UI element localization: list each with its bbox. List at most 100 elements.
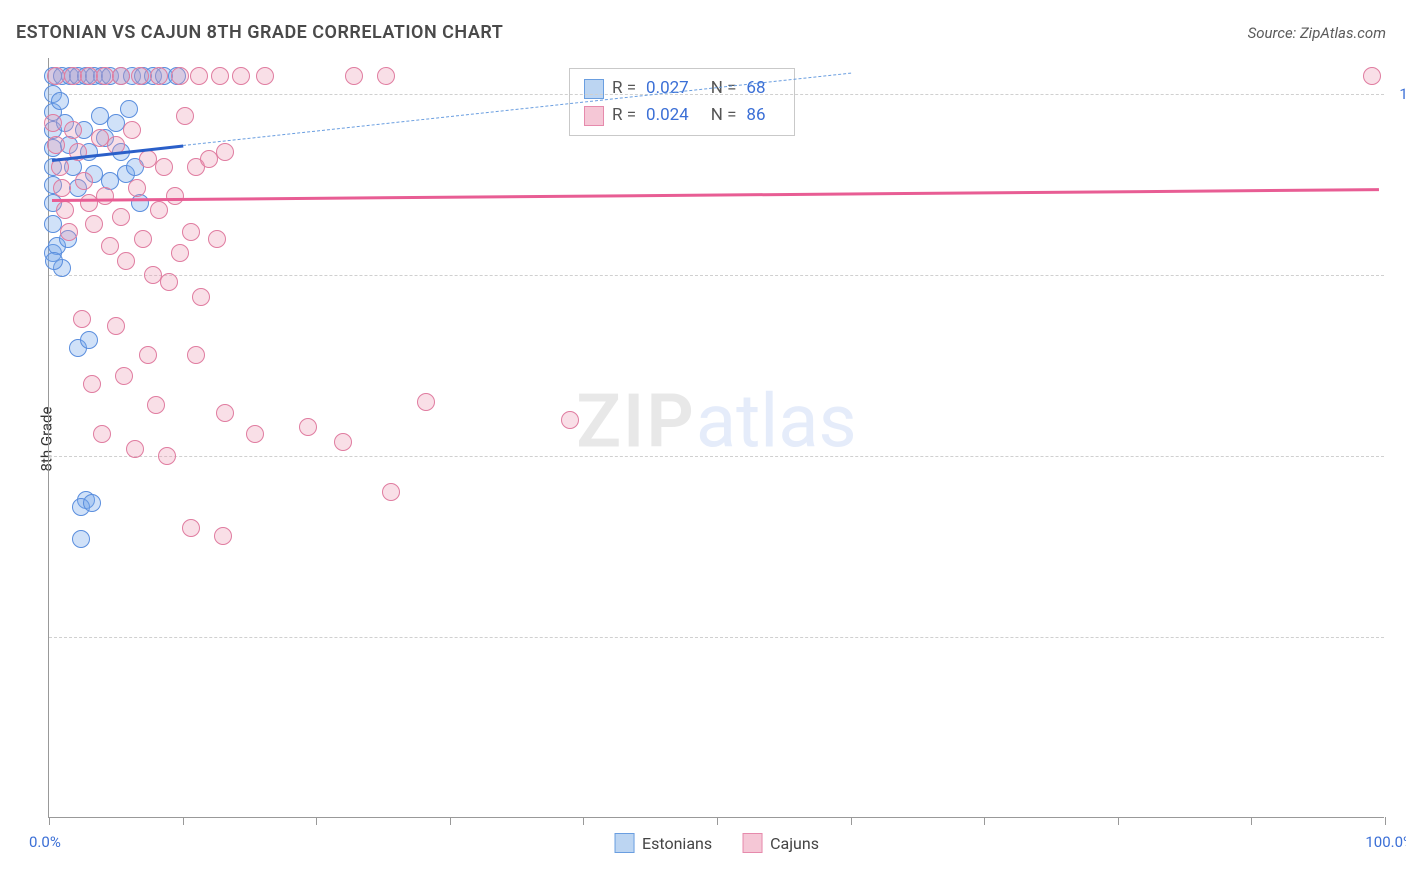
scatter-point — [182, 223, 200, 241]
scatter-point — [232, 67, 250, 85]
scatter-point — [60, 223, 78, 241]
scatter-point — [345, 67, 363, 85]
scatter-point — [158, 447, 176, 465]
x-tick — [316, 817, 317, 825]
x-axis-max-label: 100.0% — [1365, 833, 1406, 851]
legend-item: Cajuns — [742, 833, 819, 853]
scatter-point — [112, 67, 130, 85]
x-tick — [49, 817, 50, 825]
legend-item: Estonians — [614, 833, 712, 853]
scatter-point — [187, 346, 205, 364]
scatter-point — [190, 67, 208, 85]
scatter-point — [1363, 67, 1381, 85]
legend-label: Cajuns — [770, 834, 819, 853]
scatter-point — [417, 393, 435, 411]
gridline — [49, 94, 1384, 95]
scatter-point — [216, 404, 234, 422]
scatter-point — [166, 187, 184, 205]
y-tick-label: 100.0% — [1388, 85, 1406, 103]
legend-swatch — [584, 79, 604, 99]
scatter-point — [85, 215, 103, 233]
scatter-point — [246, 425, 264, 443]
legend-label: Estonians — [642, 834, 712, 853]
scatter-point — [299, 418, 317, 436]
scatter-point — [377, 67, 395, 85]
r-value: 0.024 — [646, 102, 689, 129]
chart-plot-area: ZIPatlas R =0.027N =68R =0.024N =86 0.0%… — [48, 58, 1384, 818]
x-tick — [717, 817, 718, 825]
y-tick-label: 95.0% — [1388, 266, 1406, 284]
legend-swatch — [742, 833, 762, 853]
scatter-point — [160, 273, 178, 291]
scatter-point — [192, 288, 210, 306]
scatter-point — [72, 530, 90, 548]
scatter-point — [561, 411, 579, 429]
n-value: 68 — [746, 75, 765, 102]
scatter-point — [134, 230, 152, 248]
scatter-point — [115, 367, 133, 385]
scatter-point — [123, 121, 141, 139]
legend-swatch — [614, 833, 634, 853]
scatter-point — [150, 201, 168, 219]
scatter-point — [45, 252, 63, 270]
y-tick-label: 90.0% — [1388, 447, 1406, 465]
gridline — [49, 275, 1384, 276]
scatter-point — [96, 187, 114, 205]
scatter-point — [171, 67, 189, 85]
x-tick — [183, 817, 184, 825]
scatter-point — [80, 331, 98, 349]
correlation-legend: R = 0.027 N = 68R = 0.024 N = 86 — [569, 68, 795, 136]
x-tick — [1118, 817, 1119, 825]
scatter-point — [107, 317, 125, 335]
x-tick — [984, 817, 985, 825]
scatter-point — [47, 67, 65, 85]
source-attribution: Source: ZipAtlas.com — [1248, 24, 1386, 42]
legend-swatch — [584, 106, 604, 126]
x-axis-min-label: 0.0% — [29, 833, 61, 851]
gridline — [49, 637, 1384, 638]
scatter-point — [131, 67, 149, 85]
scatter-point — [171, 244, 189, 262]
scatter-point — [56, 201, 74, 219]
stat-label: N = — [711, 102, 737, 129]
scatter-point — [51, 92, 69, 110]
r-value: 0.027 — [646, 75, 689, 102]
scatter-point — [176, 107, 194, 125]
scatter-point — [150, 67, 168, 85]
scatter-point — [47, 136, 65, 154]
scatter-point — [214, 527, 232, 545]
scatter-point — [73, 310, 91, 328]
scatter-point — [208, 230, 226, 248]
gridline — [49, 456, 1384, 457]
x-tick — [1385, 817, 1386, 825]
scatter-point — [83, 375, 101, 393]
scatter-point — [334, 433, 352, 451]
chart-title: ESTONIAN VS CAJUN 8TH GRADE CORRELATION … — [16, 22, 503, 43]
scatter-point — [256, 67, 274, 85]
scatter-point — [44, 114, 62, 132]
scatter-point — [382, 483, 400, 501]
x-tick — [851, 817, 852, 825]
scatter-point — [101, 237, 119, 255]
scatter-point — [216, 143, 234, 161]
stat-label: N = — [711, 75, 737, 102]
scatter-point — [182, 519, 200, 537]
scatter-point — [117, 252, 135, 270]
scatter-point — [83, 494, 101, 512]
scatter-point — [147, 396, 165, 414]
stat-label: R = — [612, 102, 636, 129]
scatter-point — [64, 121, 82, 139]
watermark: ZIPatlas — [576, 379, 856, 466]
scatter-point — [128, 179, 146, 197]
x-tick — [583, 817, 584, 825]
scatter-point — [126, 440, 144, 458]
series-legend: Estonians Cajuns — [614, 833, 819, 853]
scatter-point — [112, 208, 130, 226]
x-tick — [1251, 817, 1252, 825]
trend-line — [52, 188, 1379, 201]
legend-stat-row: R = 0.024 N = 86 — [584, 102, 780, 129]
n-value: 86 — [746, 102, 765, 129]
y-tick-label: 85.0% — [1388, 628, 1406, 646]
scatter-point — [139, 346, 157, 364]
scatter-point — [93, 425, 111, 443]
